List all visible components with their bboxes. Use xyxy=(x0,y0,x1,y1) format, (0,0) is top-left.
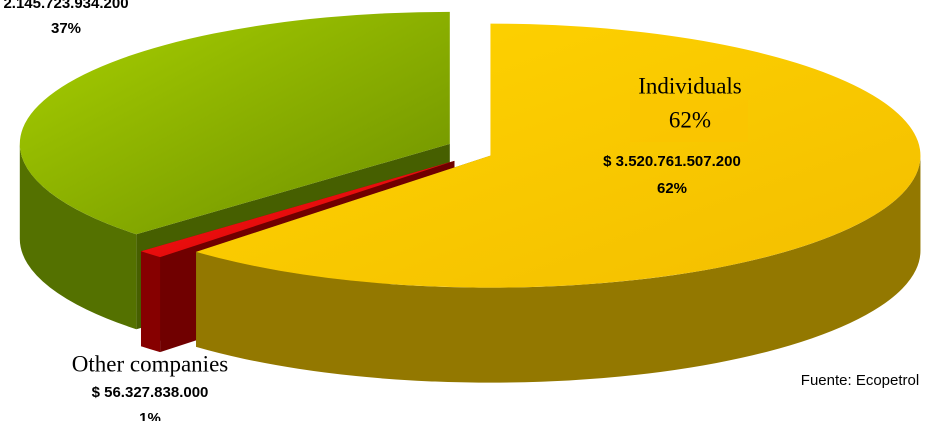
slice xyxy=(140,160,455,258)
slice-label: Other companies xyxy=(72,351,229,376)
pie xyxy=(19,11,921,383)
slice xyxy=(196,23,921,288)
slice-label: Individuals xyxy=(638,73,742,98)
source: Fuente: Ecopetrol xyxy=(801,372,919,389)
slice xyxy=(19,11,450,235)
slice-side xyxy=(140,251,161,353)
value-label: 1% xyxy=(139,410,161,421)
slice-side xyxy=(196,155,921,383)
value-label: 37% xyxy=(51,20,81,37)
amount-label: 2.145.723.934.200 xyxy=(3,0,128,12)
value-label: 62% xyxy=(657,180,687,197)
slice-side xyxy=(19,143,137,330)
label-box xyxy=(630,100,748,142)
amount-label: $ 3.520.761.507.200 xyxy=(603,153,741,170)
amount-label: $ 56.327.838.000 xyxy=(92,384,209,401)
value-label: 62% xyxy=(669,107,711,132)
